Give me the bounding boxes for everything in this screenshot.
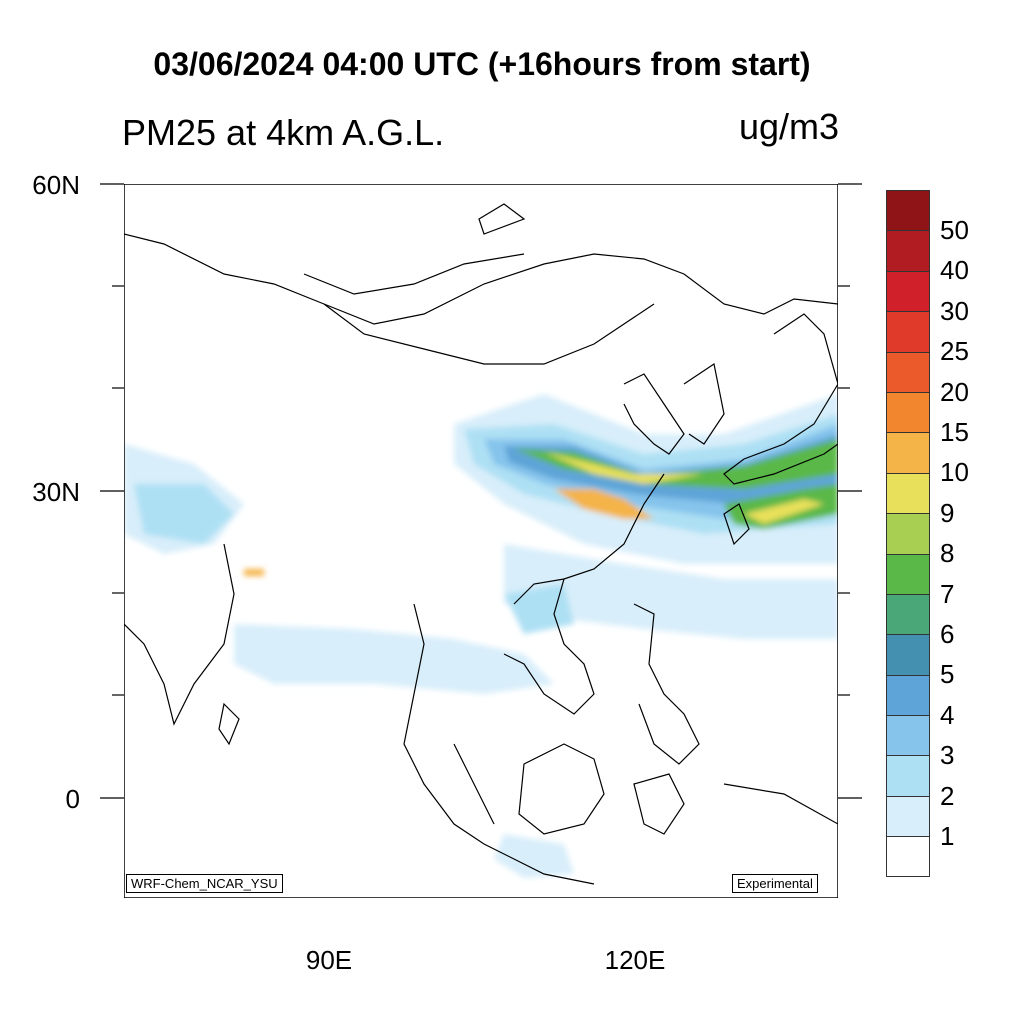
colorbar-swatch bbox=[886, 593, 930, 635]
colorbar-tick-label: 4 bbox=[940, 699, 955, 730]
colorbar-tick-label: 5 bbox=[940, 659, 955, 690]
colorbar-tick-label: 25 bbox=[940, 336, 969, 367]
pm25-map bbox=[124, 184, 838, 898]
colorbar-swatch bbox=[886, 634, 930, 675]
colorbar-swatch bbox=[886, 190, 930, 231]
units-label: ug/m3 bbox=[738, 106, 839, 147]
haze-india-west bbox=[134, 484, 234, 544]
lat-ticks-left bbox=[100, 183, 124, 799]
colorbar-swatch bbox=[886, 513, 930, 554]
colorbar-tick-label: 40 bbox=[940, 255, 969, 286]
plume-yangtze bbox=[554, 489, 654, 519]
lat-ticks-right bbox=[838, 183, 862, 799]
colorbar-tick-label: 20 bbox=[940, 376, 969, 407]
colorbar-swatch bbox=[886, 391, 930, 433]
colorbar-tick-label: 9 bbox=[940, 497, 955, 528]
colorbar-tick-label: 3 bbox=[940, 740, 955, 771]
colorbar-swatch bbox=[886, 432, 930, 473]
lat-label-30n: 30N bbox=[32, 477, 80, 507]
colorbar-swatch bbox=[886, 230, 930, 271]
variable-label: PM25 at 4km A.G.L. bbox=[122, 112, 445, 153]
colorbar-swatch bbox=[886, 553, 930, 594]
plume-east-china-core bbox=[544, 452, 704, 484]
colorbar-swatch bbox=[886, 836, 930, 877]
plume-japan-south bbox=[744, 499, 824, 524]
colorbar-tick-label: 7 bbox=[940, 578, 955, 609]
haze-south-china-sea bbox=[504, 544, 838, 639]
haze-borneo bbox=[494, 834, 574, 878]
lat-label-60n: 60N bbox=[32, 170, 80, 200]
colorbar-tick-label: 15 bbox=[940, 417, 969, 447]
lon-label-120e: 120E bbox=[604, 945, 666, 975]
colorbar-swatch bbox=[886, 674, 930, 716]
colorbar-tick-label: 2 bbox=[940, 780, 955, 811]
lat-label-0: 0 bbox=[65, 784, 80, 814]
colorbar-tick-label: 10 bbox=[940, 457, 969, 488]
colorbar-tick-label: 1 bbox=[940, 821, 955, 851]
coastlines bbox=[124, 203, 838, 885]
haze-bay-of-bengal bbox=[234, 624, 554, 694]
colorbar-tick-label: 30 bbox=[940, 295, 969, 326]
colorbar-swatch bbox=[886, 755, 930, 796]
colorbar-tick-label: 6 bbox=[940, 619, 955, 649]
colorbar-tick-label: 8 bbox=[940, 538, 955, 569]
colorbar-swatch bbox=[886, 472, 930, 514]
colorbar-swatch bbox=[886, 270, 930, 312]
colorbar-swatch bbox=[886, 715, 930, 756]
model-credit: WRF-Chem_NCAR_YSU bbox=[126, 874, 283, 893]
colorbar-swatch bbox=[886, 351, 930, 392]
colorbar-tick-label: 50 bbox=[940, 215, 969, 245]
haze-india-hotspot bbox=[244, 569, 264, 576]
plume-green-band bbox=[514, 439, 838, 489]
experimental-credit: Experimental bbox=[732, 874, 818, 893]
colorbar bbox=[886, 190, 930, 877]
lon-label-90e: 90E bbox=[305, 945, 353, 975]
colorbar-swatch bbox=[886, 795, 930, 837]
map-title: 03/06/2024 04:00 UTC (+16hours from star… bbox=[153, 46, 811, 82]
colorbar-swatch bbox=[886, 311, 930, 352]
